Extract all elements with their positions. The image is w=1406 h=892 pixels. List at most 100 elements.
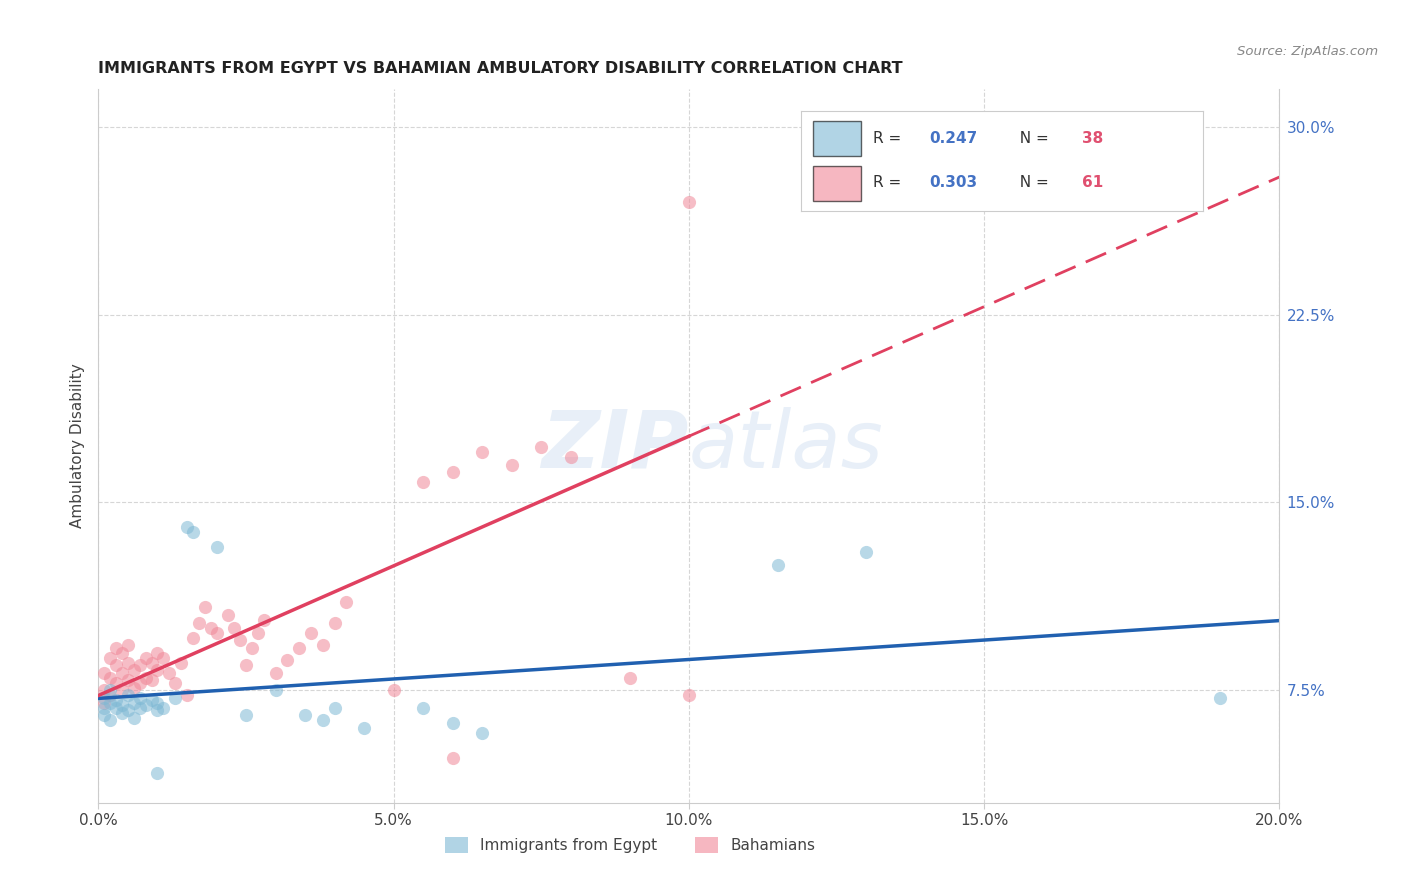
Point bbox=[111, 698, 134, 713]
Point bbox=[128, 700, 150, 714]
Point bbox=[98, 671, 121, 685]
Point bbox=[165, 675, 187, 690]
Point bbox=[619, 671, 641, 685]
Point bbox=[117, 656, 139, 670]
Point bbox=[441, 715, 464, 730]
Text: Source: ZipAtlas.com: Source: ZipAtlas.com bbox=[1237, 45, 1378, 58]
Point bbox=[560, 450, 582, 465]
Point bbox=[299, 625, 322, 640]
Point bbox=[105, 658, 128, 673]
Point bbox=[187, 615, 209, 630]
Point bbox=[200, 621, 222, 635]
Point bbox=[117, 688, 139, 702]
Point bbox=[152, 650, 174, 665]
Text: ZIP: ZIP bbox=[541, 407, 689, 485]
Point bbox=[111, 683, 134, 698]
Point bbox=[93, 665, 115, 680]
Y-axis label: Ambulatory Disability: Ambulatory Disability bbox=[70, 364, 86, 528]
Point bbox=[128, 690, 150, 705]
Point bbox=[194, 600, 217, 615]
Point bbox=[176, 520, 198, 534]
Point bbox=[111, 706, 134, 720]
Point bbox=[246, 625, 269, 640]
Point bbox=[165, 690, 187, 705]
Point bbox=[128, 675, 150, 690]
Point bbox=[105, 700, 128, 714]
Point bbox=[111, 646, 134, 660]
Point bbox=[412, 475, 434, 490]
Point bbox=[501, 458, 523, 472]
Point bbox=[141, 673, 163, 687]
Point bbox=[312, 638, 335, 652]
Point bbox=[240, 640, 263, 655]
Point bbox=[146, 765, 169, 780]
Point bbox=[235, 658, 257, 673]
Point bbox=[105, 675, 128, 690]
Point bbox=[146, 663, 169, 677]
Point bbox=[235, 708, 257, 723]
Point bbox=[796, 157, 818, 171]
Point bbox=[135, 698, 157, 713]
Point bbox=[441, 750, 464, 764]
Point bbox=[264, 683, 287, 698]
Point bbox=[217, 607, 239, 622]
Point bbox=[117, 703, 139, 717]
Point bbox=[93, 696, 115, 710]
Point bbox=[122, 711, 145, 725]
Point bbox=[146, 646, 169, 660]
Point bbox=[353, 721, 375, 735]
Point bbox=[98, 688, 121, 702]
Point bbox=[111, 665, 134, 680]
Point bbox=[157, 665, 180, 680]
Point bbox=[323, 615, 346, 630]
Point bbox=[98, 696, 121, 710]
Point bbox=[181, 525, 204, 540]
Point bbox=[93, 683, 115, 698]
Point bbox=[117, 673, 139, 687]
Legend: Immigrants from Egypt, Bahamians: Immigrants from Egypt, Bahamians bbox=[439, 831, 821, 859]
Point bbox=[294, 708, 316, 723]
Point bbox=[441, 465, 464, 479]
Point bbox=[128, 658, 150, 673]
Point bbox=[382, 683, 405, 698]
Point bbox=[530, 440, 553, 454]
Point bbox=[141, 693, 163, 707]
Point bbox=[98, 650, 121, 665]
Point bbox=[205, 541, 228, 555]
Point bbox=[170, 656, 193, 670]
Point bbox=[146, 703, 169, 717]
Point bbox=[205, 625, 228, 640]
Point bbox=[276, 653, 298, 667]
Point bbox=[93, 700, 115, 714]
Point bbox=[288, 640, 311, 655]
Point bbox=[122, 696, 145, 710]
Point bbox=[229, 633, 252, 648]
Point bbox=[471, 445, 494, 459]
Point bbox=[678, 194, 700, 209]
Point bbox=[122, 681, 145, 695]
Point bbox=[98, 683, 121, 698]
Point bbox=[93, 708, 115, 723]
Point bbox=[766, 558, 789, 572]
Point bbox=[312, 713, 335, 727]
Point bbox=[181, 631, 204, 645]
Point bbox=[1209, 690, 1232, 705]
Point bbox=[93, 690, 115, 705]
Point bbox=[855, 545, 877, 559]
Point bbox=[335, 595, 357, 609]
Point bbox=[412, 700, 434, 714]
Point bbox=[176, 688, 198, 702]
Point bbox=[678, 688, 700, 702]
Point bbox=[135, 650, 157, 665]
Point bbox=[105, 640, 128, 655]
Point bbox=[105, 693, 128, 707]
Point bbox=[141, 656, 163, 670]
Text: atlas: atlas bbox=[689, 407, 884, 485]
Point bbox=[471, 725, 494, 739]
Point bbox=[117, 638, 139, 652]
Point bbox=[98, 713, 121, 727]
Point bbox=[323, 700, 346, 714]
Point bbox=[264, 665, 287, 680]
Point bbox=[152, 700, 174, 714]
Point bbox=[253, 613, 276, 627]
